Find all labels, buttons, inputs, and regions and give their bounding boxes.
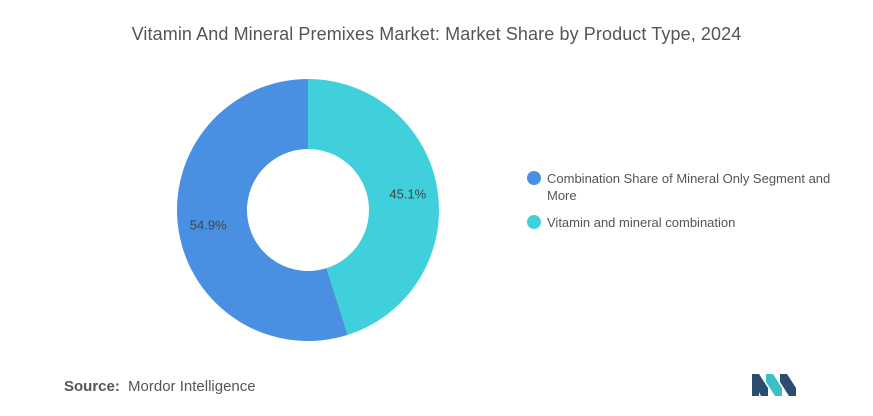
mordor-intelligence-logo-icon — [752, 374, 796, 396]
legend-item-mineral-only[interactable]: Combination Share of Mineral Only Segmen… — [527, 170, 837, 204]
legend-label-mineral-only: Combination Share of Mineral Only Segmen… — [547, 171, 831, 203]
legend-swatch-vitamin-mineral — [527, 215, 541, 229]
logo-middle-bar — [766, 374, 782, 396]
source-note: Source: Mordor Intelligence — [64, 378, 256, 395]
donut-chart: 45.1% 54.9% — [177, 79, 440, 341]
donut-slice-0[interactable] — [308, 79, 440, 335]
source-value: Mordor Intelligence — [128, 378, 256, 395]
legend: Combination Share of Mineral Only Segmen… — [527, 170, 837, 241]
legend-label-vitamin-mineral: Vitamin and mineral combination — [547, 215, 736, 230]
legend-swatch-mineral-only — [527, 171, 541, 185]
donut-slice-1[interactable] — [177, 79, 348, 341]
chart-title: Vitamin And Mineral Premixes Market: Mar… — [131, 24, 742, 44]
legend-item-vitamin-mineral[interactable]: Vitamin and mineral combination — [527, 214, 837, 231]
source-label: Source: — [64, 378, 120, 395]
logo-left-bar — [752, 374, 768, 396]
slice-label-1: 54.9% — [190, 217, 227, 232]
logo-right-bar — [780, 374, 796, 396]
slice-label-0: 45.1% — [389, 187, 426, 202]
